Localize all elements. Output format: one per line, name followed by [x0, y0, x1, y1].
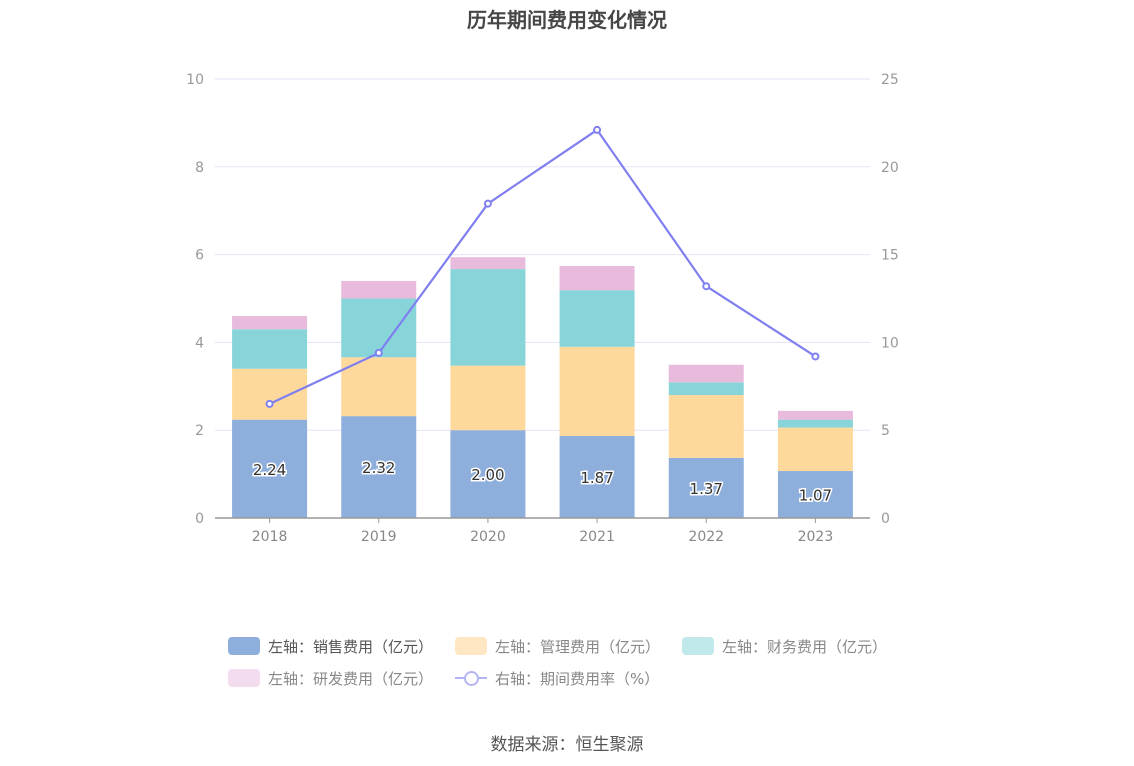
legend-label-rate: 右轴：期间费用率（%）: [495, 669, 660, 688]
bar-segment: [777, 427, 853, 472]
bar-segment: [559, 290, 635, 347]
data-label: 1.37: [690, 480, 723, 498]
legend-label-sales: 左轴：销售费用（亿元）: [268, 637, 434, 656]
rate-point: [702, 282, 711, 291]
right-tick-label: 5: [881, 423, 890, 439]
legend-swatch-admin: [455, 637, 488, 655]
axes: 0 2 4 6 8 10 0 5 10 15 20 25 2018 2019 2020 2021 2022 202…: [186, 72, 899, 545]
x-tick-label: 2019: [361, 529, 397, 545]
bar-segment: [450, 269, 526, 366]
rate-point: [811, 352, 820, 361]
legend-swatch-finance: [682, 637, 715, 655]
bar-segment: [341, 280, 417, 299]
bar-segment: [450, 430, 526, 518]
bar-segment: [341, 357, 417, 417]
legend-item-rd[interactable]: 左轴：研发费用（亿元）: [228, 668, 433, 689]
legend-swatch-rd: [228, 669, 260, 687]
left-tick-label: 4: [195, 335, 204, 351]
bar-segment: [232, 419, 308, 518]
legend-label-rd: 左轴：研发费用（亿元）: [268, 669, 434, 688]
rate-line: [265, 125, 820, 408]
legend-label-finance: 左轴：财务费用（亿元）: [722, 637, 888, 656]
bars: [232, 257, 853, 518]
rate-point: [374, 348, 383, 357]
data-label: 2.00: [471, 466, 504, 484]
bar-segment: [450, 257, 526, 270]
bar-segment: [668, 382, 744, 396]
right-tick-label: 10: [881, 335, 899, 351]
bar-segment: [450, 365, 526, 431]
left-tick-label: 10: [186, 72, 204, 88]
bar-segment: [559, 346, 635, 436]
rate-point: [483, 199, 492, 208]
left-tick-label: 6: [195, 248, 204, 264]
bar-segment: [232, 316, 308, 330]
gridlines: [215, 78, 870, 431]
x-tick-label: 2020: [470, 529, 506, 545]
legend-label-admin: 左轴：管理费用（亿元）: [495, 637, 661, 656]
rate-point: [593, 125, 602, 134]
data-label: 1.87: [580, 469, 613, 487]
x-tick-label: 2023: [798, 529, 834, 545]
data-label: 1.07: [799, 487, 832, 505]
bar-segment: [341, 298, 417, 358]
right-tick-label: 25: [881, 72, 899, 88]
data-label: 2.32: [362, 459, 395, 477]
bar-segment: [777, 419, 853, 428]
bar-segment: [777, 410, 853, 420]
legend-item-sales[interactable]: 左轴：销售费用（亿元）: [228, 636, 433, 657]
legend: 左轴：销售费用（亿元） 左轴：管理费用（亿元） 左轴：财务费用（亿元） 左轴：研…: [228, 630, 928, 694]
right-tick-label: 15: [881, 248, 899, 264]
bar-segment: [668, 395, 744, 458]
data-source: 数据来源：恒生聚源: [490, 735, 644, 755]
chart-title: 历年期间费用变化情况: [467, 8, 667, 32]
right-tick-label: 20: [881, 160, 899, 176]
left-tick-label: 2: [195, 423, 204, 439]
legend-item-rate[interactable]: 右轴：期间费用率（%）: [455, 668, 659, 689]
left-tick-label: 0: [195, 511, 204, 527]
left-tick-label: 8: [195, 160, 204, 176]
legend-line-icon: [455, 669, 488, 687]
x-tick-label: 2021: [579, 529, 615, 545]
bar-segment: [559, 266, 635, 291]
legend-swatch-sales: [228, 637, 260, 655]
bar-segment: [341, 416, 417, 518]
rate-point: [265, 399, 274, 408]
legend-item-admin[interactable]: 左轴：管理费用（亿元）: [455, 636, 660, 657]
x-tick-label: 2018: [252, 529, 288, 545]
bar-segment: [668, 457, 744, 518]
bar-segment: [777, 471, 853, 518]
bar-segment: [668, 364, 744, 383]
bar-segment: [232, 329, 308, 369]
rate-polyline: [269, 128, 817, 405]
x-tick-label: 2022: [688, 529, 724, 545]
right-tick-label: 0: [881, 511, 890, 527]
data-label: 2.24: [253, 461, 286, 479]
bar-segment: [559, 435, 635, 518]
data-labels: 2.24 2.32 2.00 1.87 1.37 1.07: [251, 458, 833, 506]
bar-segment: [232, 368, 308, 420]
legend-item-finance[interactable]: 左轴：财务费用（亿元）: [682, 636, 887, 657]
